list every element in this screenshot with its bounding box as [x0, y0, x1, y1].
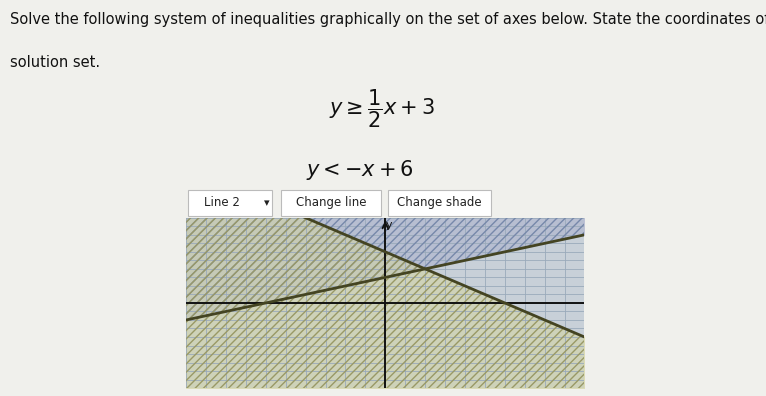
- Text: Solve the following system of inequalities graphically on the set of axes below.: Solve the following system of inequaliti…: [10, 12, 766, 27]
- Text: y: y: [386, 219, 393, 230]
- Text: Change line: Change line: [296, 196, 366, 209]
- Text: Line 2: Line 2: [204, 196, 240, 209]
- FancyBboxPatch shape: [188, 190, 272, 216]
- Text: solution set.: solution set.: [10, 55, 100, 70]
- Text: $y \geq \dfrac{1}{2}x + 3$: $y \geq \dfrac{1}{2}x + 3$: [329, 87, 435, 129]
- Text: ▾: ▾: [264, 198, 270, 208]
- FancyBboxPatch shape: [281, 190, 381, 216]
- Text: Change shade: Change shade: [397, 196, 482, 209]
- FancyBboxPatch shape: [388, 190, 491, 216]
- Text: $y < -x + 6$: $y < -x + 6$: [306, 158, 414, 183]
